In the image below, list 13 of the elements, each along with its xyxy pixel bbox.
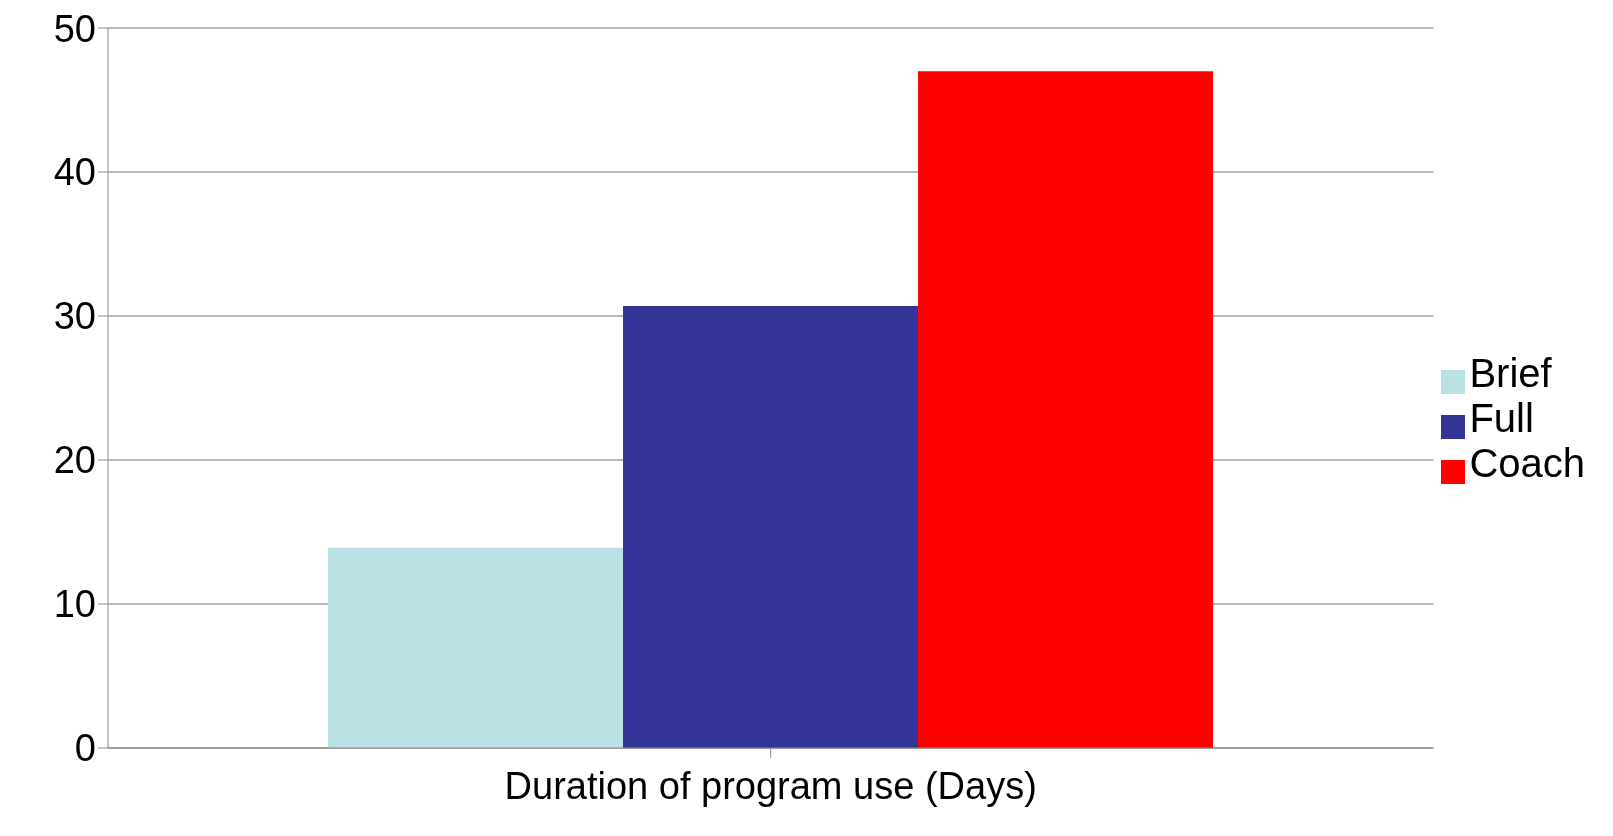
- y-tick-label: 10: [53, 583, 96, 626]
- legend-label: Brief: [1469, 350, 1552, 395]
- bar: [328, 547, 624, 748]
- y-tick-label: 50: [53, 7, 96, 50]
- y-tick-label: 20: [53, 439, 96, 482]
- y-tick-label: 30: [53, 295, 96, 338]
- bar: [623, 305, 919, 748]
- y-tick-label: 40: [53, 151, 96, 194]
- legend-label: Coach: [1469, 440, 1585, 485]
- bar: [918, 71, 1214, 748]
- x-tick-label: Duration of program use (Days): [504, 764, 1037, 807]
- legend-label: Full: [1469, 395, 1534, 440]
- y-tick-label: 0: [74, 727, 96, 770]
